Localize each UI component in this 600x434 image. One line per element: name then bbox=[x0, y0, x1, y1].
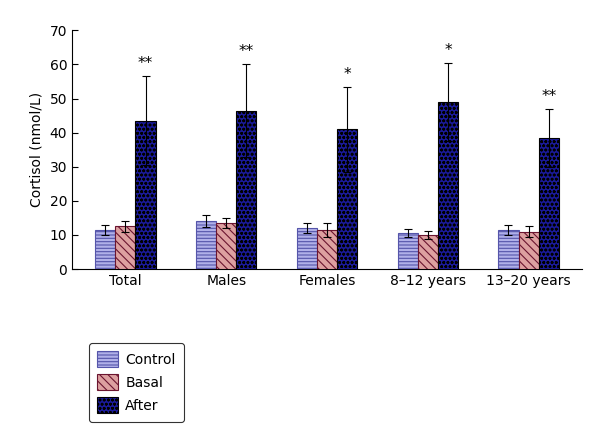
Bar bbox=[518, 232, 539, 269]
Bar bbox=[95, 230, 115, 269]
Bar bbox=[418, 235, 438, 269]
Bar bbox=[317, 230, 337, 269]
Text: **: ** bbox=[138, 56, 153, 71]
Text: **: ** bbox=[541, 89, 556, 104]
Bar bbox=[216, 223, 236, 269]
Legend: Control, Basal, After: Control, Basal, After bbox=[89, 343, 184, 421]
Bar bbox=[499, 230, 518, 269]
Bar bbox=[438, 102, 458, 269]
Bar bbox=[539, 138, 559, 269]
Bar bbox=[337, 129, 357, 269]
Text: *: * bbox=[343, 66, 351, 82]
Bar bbox=[398, 233, 418, 269]
Text: **: ** bbox=[239, 44, 254, 59]
Bar bbox=[236, 111, 256, 269]
Bar bbox=[297, 228, 317, 269]
Bar bbox=[136, 121, 155, 269]
Bar bbox=[196, 221, 216, 269]
Y-axis label: Cortisol (nmol/L): Cortisol (nmol/L) bbox=[30, 92, 44, 207]
Text: *: * bbox=[444, 43, 452, 58]
Bar bbox=[115, 227, 136, 269]
